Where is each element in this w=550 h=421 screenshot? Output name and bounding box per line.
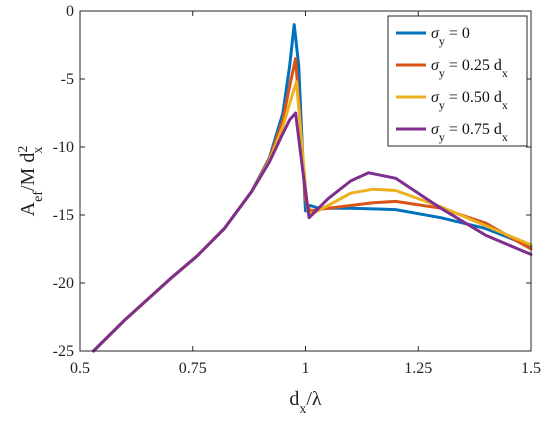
legend-label-rest: = 0.50 d [445,89,502,106]
legend-label-rest: = 0 [445,25,470,42]
y-axis-label-mid: /M d [17,153,39,191]
y-axis-label-sup: 2 [16,146,31,153]
x-axis-label-base: d [289,388,299,410]
y-tick-label: -15 [53,207,74,224]
y-tick-label: 0 [66,3,74,20]
y-axis-label-sub2: x [31,147,46,154]
axes-layer: 0.5 0.75 1 1.25 1.50-5-10-15-20-25dx/λAef/M … [16,3,542,417]
x-axis-label-rest: /λ [306,388,322,410]
y-axis-label-sub: ef [31,191,46,202]
legend-label-0: σy = 0 [431,25,470,48]
legend-label-base: σ [431,25,440,42]
legend-label-base: σ [431,121,440,138]
series-layer [92,23,533,353]
legend-label-sub: y [439,34,445,48]
y-tick-label: -25 [53,343,74,360]
legend-label-sub2: x [502,66,508,80]
legend-label-base: σ [431,89,440,106]
legend-label-sub2: x [502,98,508,112]
legend-label-base: σ [431,57,440,74]
y-tick-label: -20 [53,275,74,292]
legend-label-sub2: x [502,130,508,144]
x-tick-label: 0.5 [70,360,90,377]
x-tick-label: 1.25 [404,360,432,377]
legend-label-sub: y [439,130,445,144]
y-tick-label: -10 [53,139,74,156]
y-tick-label: -5 [61,71,74,88]
y-axis-label: Aef/M d2x [16,146,46,217]
legend-label-3: σy = 0.75 dx [431,121,508,144]
x-tick-label: 1.5 [521,360,541,377]
legend-label-sub: y [439,66,445,80]
legend-box [387,15,528,147]
x-tick-label: 1 [302,360,310,377]
legend-label-2: σy = 0.50 dx [431,89,508,112]
x-tick-label: 0.75 [179,360,207,377]
legend-label-1: σy = 0.25 dx [431,57,508,80]
y-axis-label-base: A [17,201,39,216]
legend-label-rest: = 0.25 d [445,57,502,74]
x-axis-label-sub: x [299,402,306,417]
legend-label-rest: = 0.75 d [445,121,502,138]
legend-label-sub: y [439,98,445,112]
series-line-3 [92,111,533,353]
x-axis-label: dx/λ [289,388,322,417]
